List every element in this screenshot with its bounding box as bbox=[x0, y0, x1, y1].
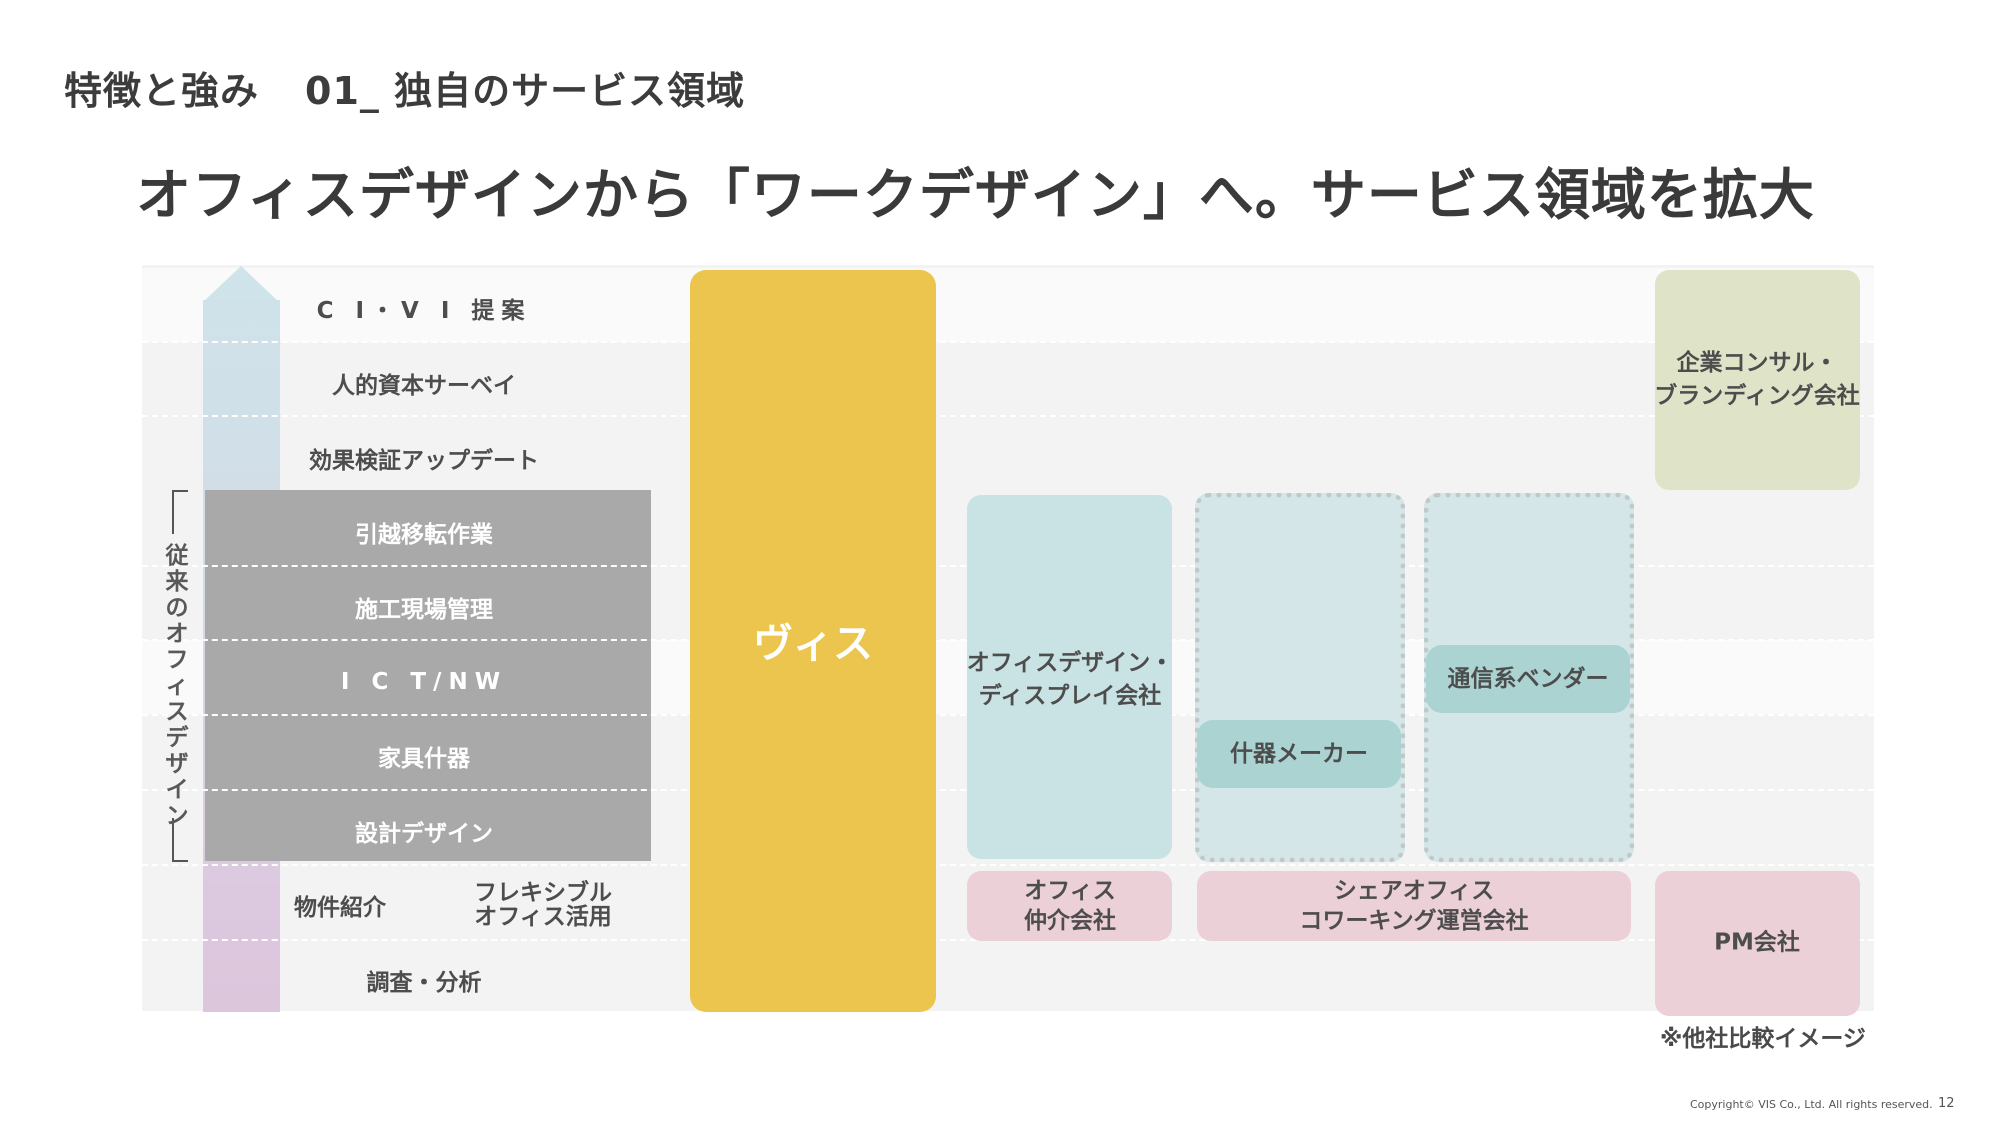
pm-label: PM会社 bbox=[1714, 929, 1800, 956]
furniture-maker-label: 什器メーカー bbox=[1230, 740, 1368, 767]
section-label: 特徴と強み bbox=[64, 69, 260, 113]
office-broker-label: オフィス 仲介会社 bbox=[1024, 878, 1116, 934]
row-divider bbox=[142, 864, 1874, 866]
comparison-note: ※他社比較イメージ bbox=[1660, 1026, 1866, 1052]
arrow-head-icon bbox=[203, 266, 279, 302]
row-label: C I・V I 提案 bbox=[316, 298, 532, 324]
traditional-services-block bbox=[205, 490, 651, 861]
office-design-box bbox=[967, 495, 1172, 859]
share-office-box bbox=[1197, 871, 1631, 941]
row-label: 物件紹介 bbox=[294, 895, 386, 921]
office-design-label: オフィスデザイン・ ディスプレイ会社 bbox=[966, 650, 1174, 709]
row-label: 施工現場管理 bbox=[355, 597, 493, 623]
vis-label: ヴィス bbox=[753, 621, 873, 667]
share-office-label: シェアオフィス コワーキング運営会社 bbox=[1299, 878, 1529, 934]
slide-heading: 特徴と強み 01_ 独自のサービス領域 bbox=[64, 60, 745, 115]
furniture-maker-pill: 什器メーカー bbox=[1197, 720, 1401, 788]
bracket-top bbox=[172, 490, 188, 534]
row-label-extra: フレキシブル オフィス活用 bbox=[474, 880, 612, 930]
pm-box bbox=[1655, 871, 1860, 1016]
row-label: 効果検証アップデート bbox=[309, 448, 539, 474]
page-title: オフィスデザインから「ワークデザイン」へ。サービス領域を拡大 bbox=[136, 163, 1815, 227]
vis-column bbox=[690, 270, 936, 1012]
telecom-vendor-label: 通信系ベンダー bbox=[1447, 665, 1609, 692]
furniture-maker-box bbox=[1195, 493, 1405, 862]
subsection-label: 01_ 独自のサービス領域 bbox=[305, 69, 746, 113]
consulting-label: 企業コンサル・ ブランディング会社 bbox=[1654, 350, 1860, 409]
page-number: 12 bbox=[1938, 1096, 1955, 1111]
consulting-box bbox=[1655, 270, 1860, 490]
row-label: 家具什器 bbox=[378, 746, 470, 772]
row-label: 設計デザイン bbox=[355, 821, 493, 847]
office-broker-box bbox=[967, 871, 1172, 941]
row-label: 人的資本サーベイ bbox=[332, 373, 516, 399]
telecom-vendor-pill: 通信系ベンダー bbox=[1426, 645, 1630, 713]
copyright: Copyright© VIS Co., Ltd. All rights rese… bbox=[1690, 1098, 1933, 1111]
row-divider bbox=[142, 341, 1874, 343]
row-band bbox=[142, 268, 1874, 342]
bracket-bottom bbox=[172, 818, 188, 862]
row-label: I C T/NW bbox=[340, 669, 508, 695]
row-label: 引越移転作業 bbox=[355, 522, 493, 548]
row-label: 調査・分析 bbox=[366, 970, 482, 996]
row-divider bbox=[142, 415, 1874, 417]
bracket-label: 従来のオフィスデザイン bbox=[165, 543, 189, 829]
